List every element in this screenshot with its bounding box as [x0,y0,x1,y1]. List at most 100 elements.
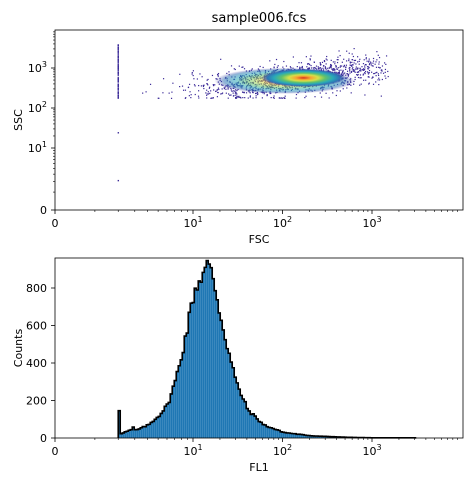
event-point [354,68,357,70]
event-point [295,97,297,99]
hist-x-axis-label: FL1 [249,461,268,474]
histogram-bar [276,429,279,438]
event-point [228,93,230,95]
event-point [299,66,301,68]
event-point [369,62,371,65]
event-point [368,69,371,72]
event-point [355,63,357,65]
event-point [272,96,275,99]
event-point [255,92,257,95]
event-point [221,88,223,90]
event-point [309,58,311,60]
event-point [358,63,360,65]
event-point [325,63,327,65]
y-tick-label: 0 [40,432,47,445]
event-point [378,61,380,63]
event-point [145,91,147,93]
event-point [262,66,264,69]
event-point [376,59,378,61]
event-point [158,97,160,99]
event-point [330,63,332,66]
event-point [346,87,348,89]
event-point [364,63,366,66]
event-point [281,97,284,99]
event-point [338,69,340,72]
event-point [230,89,232,91]
event-point [354,70,356,72]
histogram-bar [246,408,249,438]
histogram-bar [126,431,129,438]
edge-event-point [117,58,119,60]
histogram-bar [142,426,145,438]
edge-event-point [117,80,119,82]
event-point [371,76,374,78]
event-point [220,58,222,60]
event-point [351,68,353,70]
event-point [170,97,173,99]
x-tick-label: 101 [183,215,202,230]
event-point [191,73,193,75]
event-point [301,65,303,68]
event-point [328,67,330,69]
event-point [283,97,285,99]
edge-event-point [117,61,119,63]
event-point [333,68,335,70]
event-point [375,66,378,68]
event-point [377,74,380,77]
edge-event-point [117,66,119,68]
event-point [367,68,369,70]
event-point [364,70,367,73]
event-point [212,83,214,86]
event-point [365,54,367,56]
event-point [372,57,375,60]
event-point [216,96,219,98]
event-point [213,89,215,91]
event-point [325,69,327,71]
event-point [304,96,306,99]
event-point [345,64,348,66]
event-point [220,93,222,95]
event-point [263,93,265,95]
event-point [336,68,338,70]
event-point [168,92,170,94]
event-point [199,73,201,75]
histogram-bar [172,386,175,438]
event-point [266,94,268,96]
event-point [378,83,380,86]
event-point [381,69,383,71]
event-point [353,62,355,64]
histogram-bar [204,267,207,438]
histogram-bar [302,434,305,438]
event-point [228,71,230,73]
event-point [319,62,321,64]
event-point [330,67,332,69]
event-point [300,67,302,69]
histogram-bar [310,435,313,438]
event-point [252,92,254,94]
histogram-bar [232,367,235,438]
event-point [273,95,275,97]
event-point [338,50,340,52]
event-point [326,55,328,58]
event-point [367,76,370,78]
event-point [185,97,187,99]
event-point [225,88,227,90]
edge-event-point [117,84,119,86]
event-point [349,67,351,69]
event-point [193,78,195,80]
event-point [324,67,327,69]
event-point [367,72,369,74]
edge-event-point [117,71,119,74]
event-point [364,67,366,69]
event-point [203,87,205,90]
event-point [341,65,343,67]
edge-event-point [117,79,119,81]
event-point [202,85,205,88]
event-point [351,61,353,64]
histogram-bar [134,429,137,438]
event-point [359,77,361,79]
histogram-bar [122,432,125,438]
event-point [335,94,337,97]
event-point [306,63,309,65]
event-point [368,60,370,62]
